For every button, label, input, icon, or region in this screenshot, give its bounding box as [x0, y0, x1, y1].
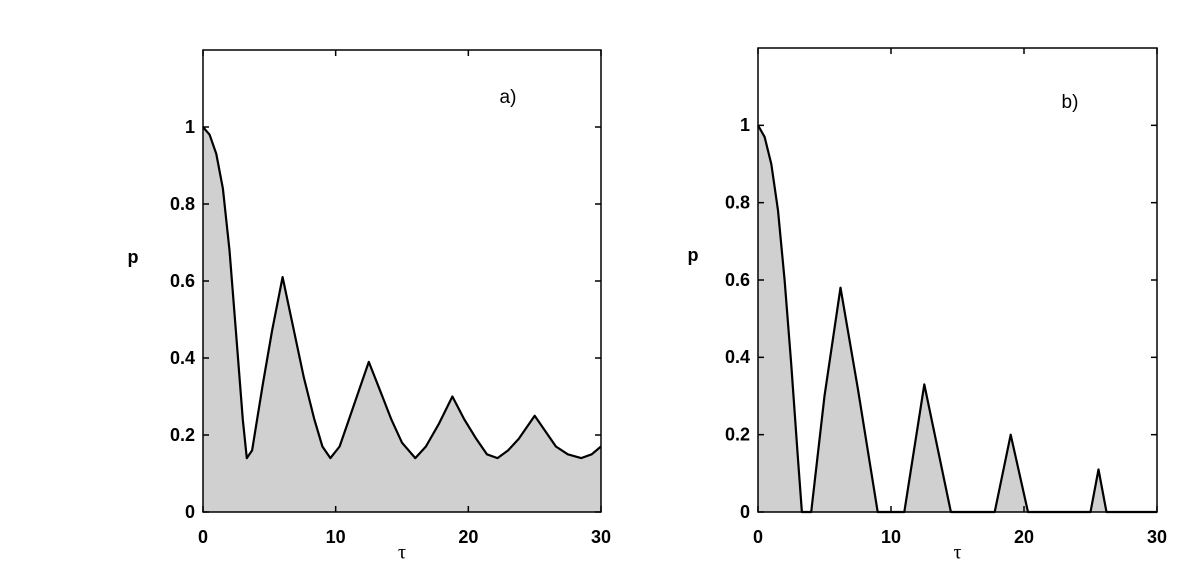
y-tick-label: 0.2: [725, 424, 750, 444]
y-tick-label: 1: [185, 117, 195, 137]
x-axis-label: τ: [953, 542, 961, 564]
x-tick-label: 0: [198, 527, 208, 547]
area: [758, 125, 1157, 513]
area: [203, 127, 601, 512]
x-tick-label: 20: [1014, 527, 1034, 547]
panel-annotation: b): [1062, 92, 1079, 113]
x-axis-label: τ: [398, 542, 406, 564]
x-tick-label: 0: [753, 527, 763, 547]
y-tick-label: 0: [185, 502, 195, 522]
x-tick-label: 30: [1147, 527, 1167, 547]
y-tick-label: 0.6: [725, 270, 750, 290]
line: [202, 126, 602, 460]
axes-box: [757, 47, 1158, 513]
y-axis-label: p: [128, 247, 139, 267]
line: [757, 124, 1157, 514]
y-tick-label: 0.4: [725, 347, 750, 367]
x-tick-label: 30: [591, 527, 611, 547]
y-tick-label: 0.8: [170, 194, 195, 214]
y-tick-label: 0.8: [725, 192, 750, 212]
y-tick-label: 0.6: [170, 271, 195, 291]
y-axis-label: p: [688, 245, 699, 265]
y-tick-label: 1: [740, 115, 750, 135]
panel-annotation: a): [500, 87, 517, 108]
y-tick-label: 0: [740, 502, 750, 522]
x-tick-label: 20: [458, 527, 478, 547]
x-tick-label: 10: [326, 527, 346, 547]
y-tick-label: 0.4: [170, 348, 195, 368]
y-tick-label: 0.2: [170, 425, 195, 445]
x-tick-label: 10: [881, 527, 901, 547]
